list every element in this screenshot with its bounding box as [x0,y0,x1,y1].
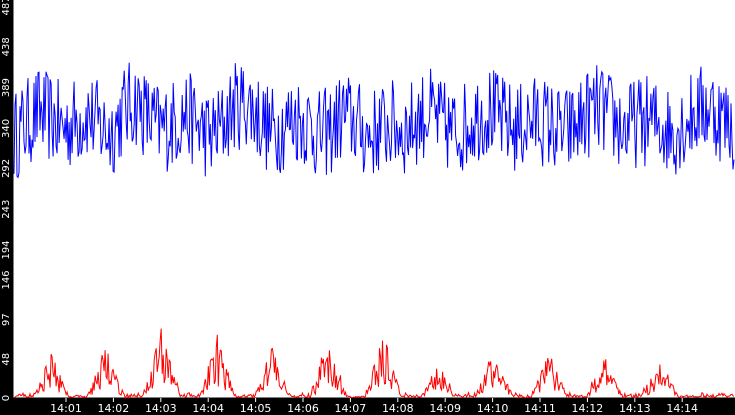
plot-background [13,0,735,398]
x-tick-label: 14:07 [335,402,367,415]
y-tick-label: 243 [1,200,12,219]
y-tick-label: 340 [1,119,12,138]
y-tick-label: 438 [1,37,12,56]
x-tick-label: 14:03 [145,402,177,415]
x-tick-label: 14:01 [50,402,82,415]
x-tick-label: 14:11 [524,402,556,415]
y-tick-label: 146 [1,270,12,289]
y-tick-label: 487 [1,0,12,16]
y-tick-label: 0 [1,395,12,401]
x-tick-label: 14:09 [429,402,461,415]
x-tick-label: 14:14 [666,402,698,415]
x-tick-label: 14:04 [192,402,224,415]
y-tick-label: 97 [1,313,12,326]
lower-y-ticks: 0 48 97 146 [1,270,12,401]
x-tick-label: 14:02 [98,402,130,415]
x-tick-label: 14:12 [572,402,604,415]
y-tick-label: 389 [1,78,12,97]
y-tick-label: 194 [1,240,12,259]
upper-y-ticks: 194 243 292 340 389 438 487 [1,0,12,260]
lower-series-line [13,328,735,400]
x-tick-label: 14:10 [477,402,509,415]
y-tick-label: 48 [1,353,12,366]
y-tick-label: 292 [1,159,12,178]
x-tick-label: 14:06 [287,402,319,415]
x-tick-label: 14:05 [240,402,272,415]
x-ticks: 14:01 14:02 14:03 14:04 14:05 14:06 14:07 14:08… [50,398,698,415]
x-tick-label: 14:13 [619,402,651,415]
upper-series-line [13,62,735,179]
x-tick-label: 14:08 [382,402,414,415]
